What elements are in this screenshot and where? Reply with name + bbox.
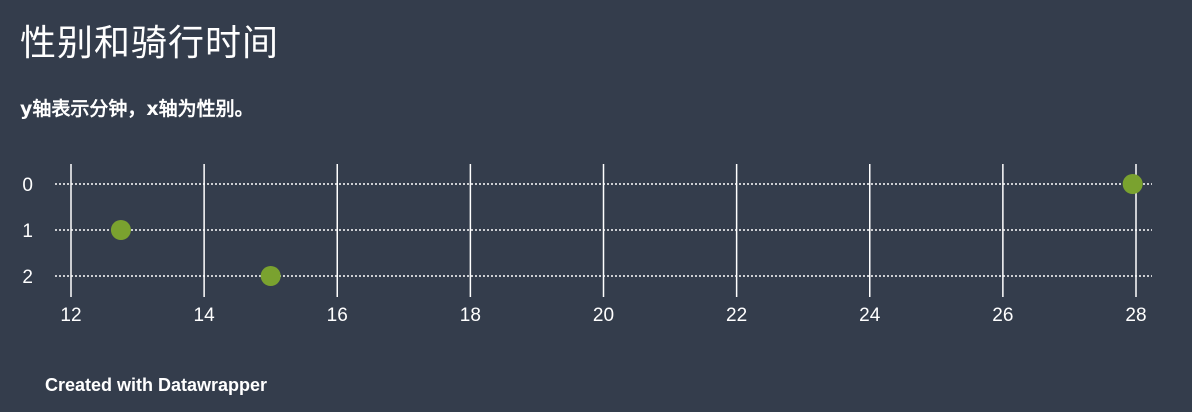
x-tick-label: 22 <box>726 305 747 326</box>
data-point <box>1122 174 1143 194</box>
y-tick-label: 0 <box>22 175 33 196</box>
grid-layer <box>55 164 1152 297</box>
x-tick-label: 16 <box>327 305 348 326</box>
datawrapper-credit: Created with Datawrapper <box>45 375 268 395</box>
chart-title: 性别和骑行时间 <box>20 23 280 64</box>
data-point <box>260 266 281 286</box>
data-point <box>110 220 131 240</box>
chart-subtitle: y轴表示分钟，x轴为性别。 <box>20 98 254 120</box>
y-tick-label: 2 <box>22 267 33 288</box>
data-point-layer <box>110 174 1143 286</box>
x-tick-label: 14 <box>194 305 216 326</box>
x-tick-label: 26 <box>992 305 1013 326</box>
x-tick-label: 28 <box>1125 305 1146 326</box>
x-tick-label: 24 <box>859 305 881 326</box>
y-tick-label: 1 <box>22 221 33 242</box>
x-tick-label: 12 <box>60 305 81 326</box>
x-tick-label: 18 <box>460 305 481 326</box>
x-tick-label: 20 <box>593 305 614 326</box>
